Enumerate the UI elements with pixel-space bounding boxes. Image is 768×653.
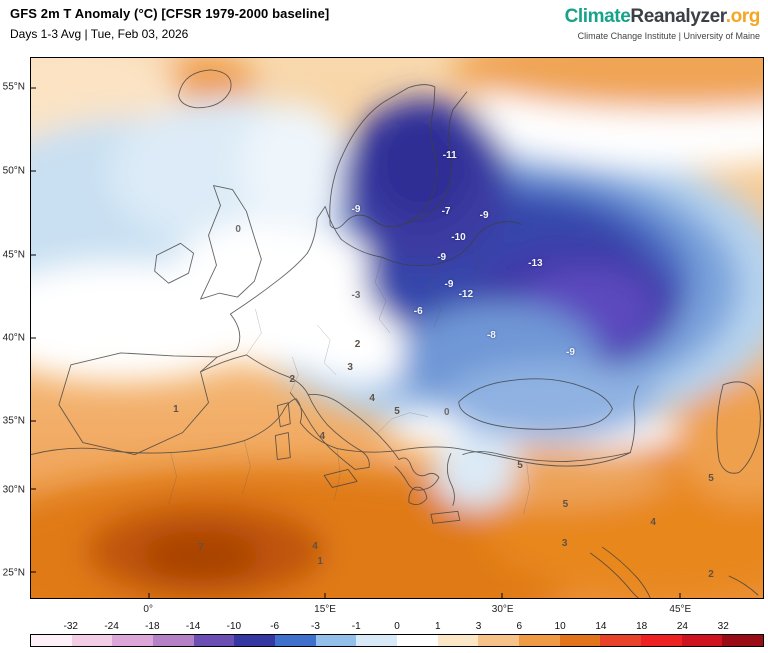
colorbar: -32 -24 -18 -14 -10 -6 -3 -1 0 1 3 6 10 14 18 24 32 xyxy=(30,621,764,647)
colorbar-tick-label: -3 xyxy=(310,621,320,632)
colorbar-strip xyxy=(30,634,764,647)
colorbar-segment xyxy=(71,635,113,646)
colorbar-ticks: -32 -24 -18 -14 -10 -6 -3 -1 0 1 3 6 10 14 18 24 32 xyxy=(30,621,764,634)
anomaly-field xyxy=(31,58,763,598)
lon-label: 30°E xyxy=(491,604,514,615)
colorbar-tick-label: -32 xyxy=(63,621,78,632)
colorbar-tick-label: 10 xyxy=(554,621,566,632)
colorbar-tick-label: 0 xyxy=(394,621,400,632)
lat-label: 35°N xyxy=(2,415,25,427)
lat-axis: 55°N 50°N 45°N 40°N 35°N 30°N 25°N xyxy=(0,57,28,599)
country-borders xyxy=(168,241,530,515)
lat-label: 25°N xyxy=(2,567,25,579)
lat-label: 55°N xyxy=(2,81,25,93)
map-subtitle: Days 1-3 Avg | Tue, Feb 03, 2026 xyxy=(10,27,189,41)
colorbar-segment xyxy=(681,635,723,646)
colorbar-segment xyxy=(153,635,194,646)
header: GFS 2m T Anomaly (°C) [CFSR 1979-2000 ba… xyxy=(10,6,760,41)
colorbar-tick-label: -24 xyxy=(104,621,119,632)
map-graphic xyxy=(31,58,763,598)
lon-label: 15°E xyxy=(314,604,336,615)
colorbar-segment xyxy=(397,635,438,646)
lat-label: 50°N xyxy=(2,165,25,177)
colorbar-segment xyxy=(112,635,154,646)
colorbar-tick-label: 14 xyxy=(595,621,607,632)
colorbar-segment xyxy=(559,635,601,646)
anomaly-map: -11 -9 -7 -9 -10 -9 -13 -9 -12 -6 -8 -9 -3 0 0 2 2 3 4 5 1 4 5… xyxy=(30,57,764,599)
lon-label: 45°E xyxy=(669,604,692,615)
lat-label: 30°N xyxy=(2,484,25,496)
colorbar-segment xyxy=(722,635,764,646)
coastlines xyxy=(31,69,761,598)
logo-climate: Climate xyxy=(564,6,631,27)
site-logo[interactable]: ClimateReanalyzer.org xyxy=(564,6,761,28)
colorbar-segment xyxy=(437,635,479,646)
lon-axis: 0° 15°E 30°E 45°E xyxy=(30,600,764,618)
colorbar-segment xyxy=(478,635,520,646)
colorbar-tick-label: 18 xyxy=(636,621,648,632)
colorbar-tick-label: 3 xyxy=(475,621,482,632)
colorbar-tick-label: 24 xyxy=(676,621,688,632)
colorbar-segment xyxy=(519,635,560,646)
map-title: GFS 2m T Anomaly (°C) [CFSR 1979-2000 ba… xyxy=(10,6,330,21)
logo-org: .org xyxy=(725,6,761,27)
colorbar-segment xyxy=(234,635,276,646)
lon-label: 0° xyxy=(143,604,153,615)
colorbar-segment xyxy=(315,635,357,646)
colorbar-tick-label: 1 xyxy=(434,621,441,632)
colorbar-tick-label: -18 xyxy=(145,621,160,632)
lat-label: 40°N xyxy=(2,332,25,344)
colorbar-tick-label: -10 xyxy=(226,621,242,632)
colorbar-segment xyxy=(193,635,235,646)
colorbar-segment xyxy=(275,635,316,646)
colorbar-tick-label: -6 xyxy=(270,621,280,632)
colorbar-tick-label: 6 xyxy=(516,621,523,632)
colorbar-segment xyxy=(641,635,682,646)
colorbar-segment xyxy=(356,635,398,646)
branding: ClimateReanalyzer.org Climate Change Ins… xyxy=(564,6,761,41)
colorbar-tick-label: -1 xyxy=(351,621,361,632)
colorbar-segment xyxy=(31,635,72,646)
colorbar-segment xyxy=(600,635,642,646)
logo-reanalyzer: Reanalyzer xyxy=(630,6,726,27)
colorbar-tick-label: 32 xyxy=(717,621,729,632)
lat-label: 45°N xyxy=(2,249,25,261)
title-block: GFS 2m T Anomaly (°C) [CFSR 1979-2000 ba… xyxy=(10,6,329,41)
affiliation: Climate Change Institute | University of… xyxy=(577,31,760,41)
colorbar-tick-label: -14 xyxy=(185,621,201,632)
